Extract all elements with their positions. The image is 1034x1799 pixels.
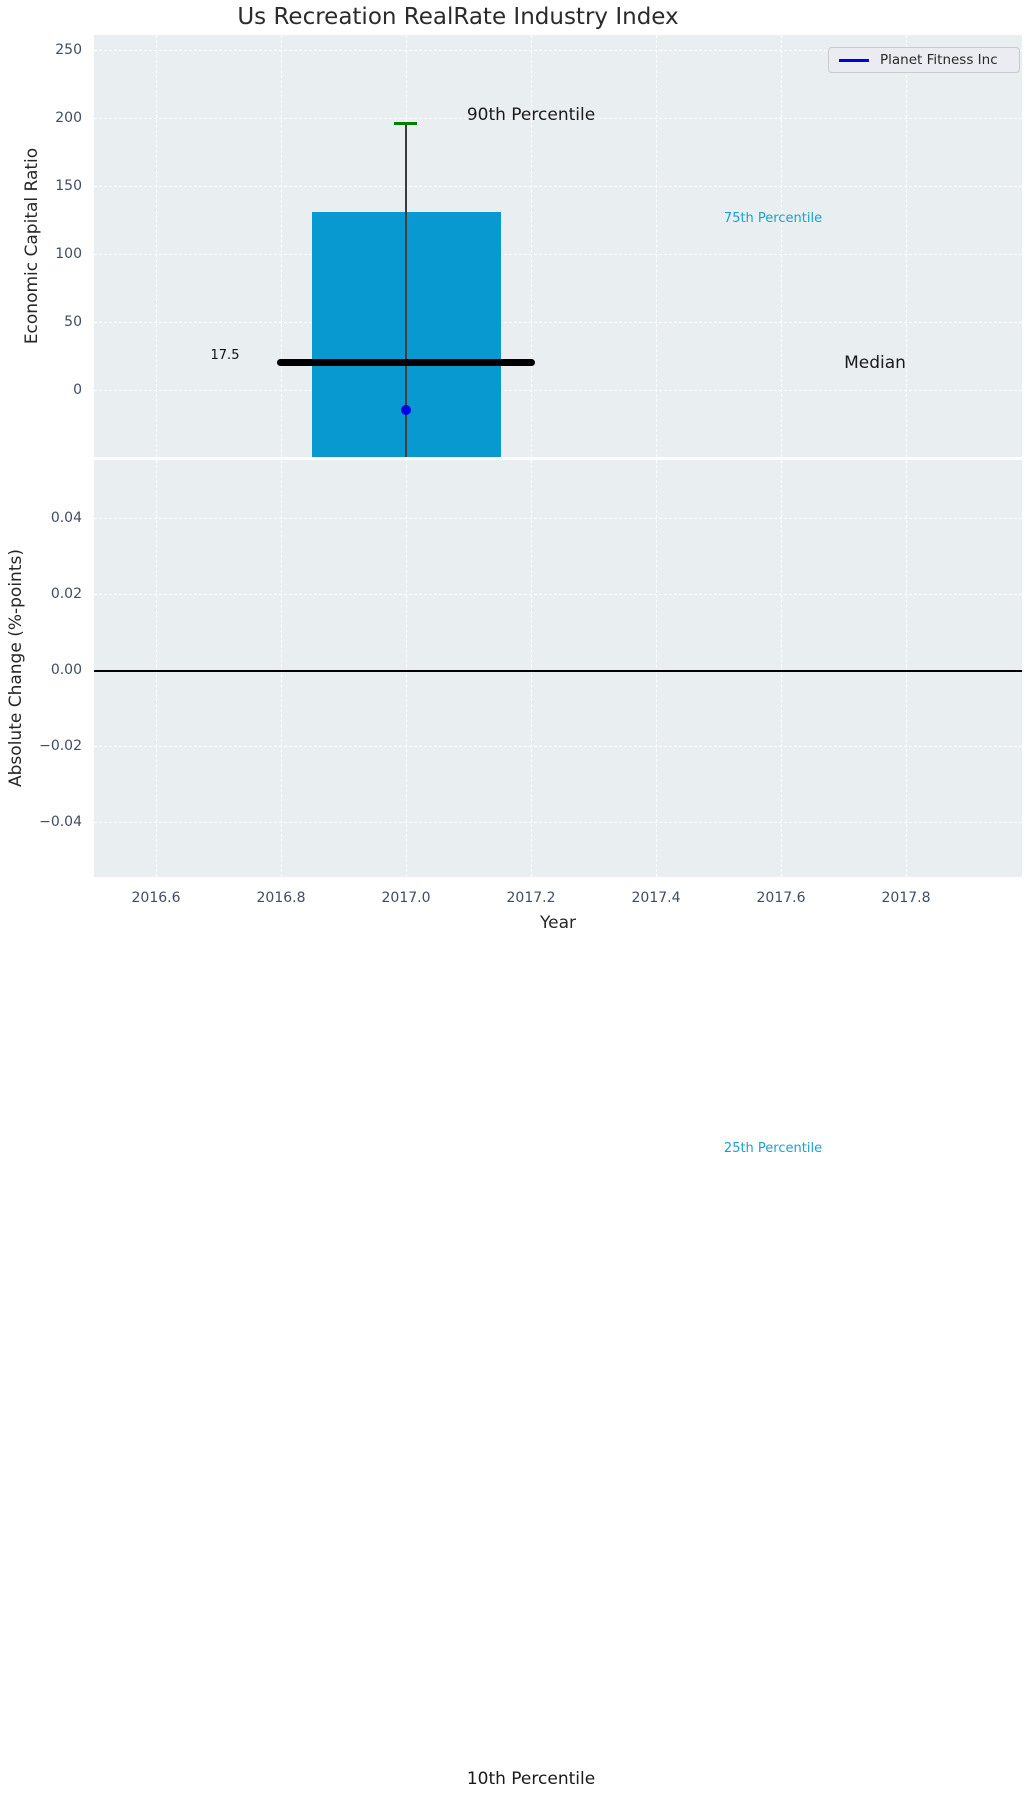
grid-line: [406, 460, 407, 877]
y-tick-label: 0.00: [50, 662, 82, 678]
legend-box: Planet Fitness Inc: [828, 47, 1020, 73]
grid-line: [156, 460, 157, 877]
grid-line: [906, 460, 907, 877]
x-tick-label: 2016.6: [131, 890, 181, 906]
zero-line: [94, 670, 1022, 672]
grid-line: [94, 254, 1022, 255]
legend-line-sample-icon: [839, 58, 869, 62]
x-tick-label: 2016.8: [256, 890, 306, 906]
grid-line: [94, 50, 1022, 51]
grid-line: [906, 35, 907, 457]
y-tick-label: −0.02: [39, 738, 82, 754]
grid-line: [94, 746, 1022, 747]
x-tick-label: 2017.2: [506, 890, 556, 906]
grid-line: [531, 35, 532, 457]
y-tick-label: 150: [55, 178, 82, 194]
grid-line: [781, 460, 782, 877]
annotation-90th-percentile: 90th Percentile: [466, 105, 596, 125]
grid-line: [94, 118, 1022, 119]
annotation-median: Median: [844, 353, 906, 373]
grid-line: [94, 822, 1022, 823]
y-axis-label-bottom: Absolute Change (%-points): [6, 549, 26, 787]
plot-area-bottom: [94, 460, 1022, 877]
grid-line: [656, 35, 657, 457]
annotation-25th-percentile: 25th Percentile: [723, 1141, 823, 1156]
x-tick-label: 2017.8: [881, 890, 931, 906]
y-tick-label: 200: [55, 110, 82, 126]
y-tick-label: 100: [55, 246, 82, 262]
grid-line: [94, 322, 1022, 323]
company-point-marker: [401, 405, 411, 415]
x-tick-label: 2017.0: [381, 890, 431, 906]
grid-line: [531, 460, 532, 877]
grid-line: [656, 460, 657, 877]
x-axis-label: Year: [540, 913, 576, 933]
grid-line: [156, 35, 157, 457]
boxplot-iqr-box: [312, 212, 501, 457]
grid-line: [281, 35, 282, 457]
grid-line: [94, 186, 1022, 187]
y-tick-label: −0.04: [39, 814, 82, 830]
grid-line: [94, 594, 1022, 595]
y-tick-label: 50: [64, 314, 82, 330]
annotation-10th-percentile: 10th Percentile: [466, 1769, 596, 1789]
grid-line: [94, 518, 1022, 519]
plot-area-top: 17.5 90th Percentile 75th Percentile Med…: [94, 35, 1022, 457]
legend-entry-label: Planet Fitness Inc: [880, 52, 998, 68]
grid-line: [94, 390, 1022, 391]
grid-line: [281, 460, 282, 877]
grid-line: [781, 35, 782, 457]
y-axis-label-top: Economic Capital Ratio: [22, 147, 42, 345]
median-line: [277, 359, 535, 366]
y-tick-label: 0: [73, 382, 82, 398]
y-tick-label: 250: [55, 42, 82, 58]
annotation-75th-percentile: 75th Percentile: [723, 211, 823, 226]
x-tick-label: 2017.4: [631, 890, 681, 906]
whisker-cap-90th: [394, 122, 417, 125]
x-tick-label: 2017.6: [756, 890, 806, 906]
y-tick-label: 0.04: [50, 510, 82, 526]
y-tick-label: 0.02: [50, 586, 82, 602]
chart-title: Us Recreation RealRate Industry Index: [237, 4, 679, 30]
whisker-line: [405, 124, 407, 457]
median-value-label: 17.5: [210, 348, 240, 363]
